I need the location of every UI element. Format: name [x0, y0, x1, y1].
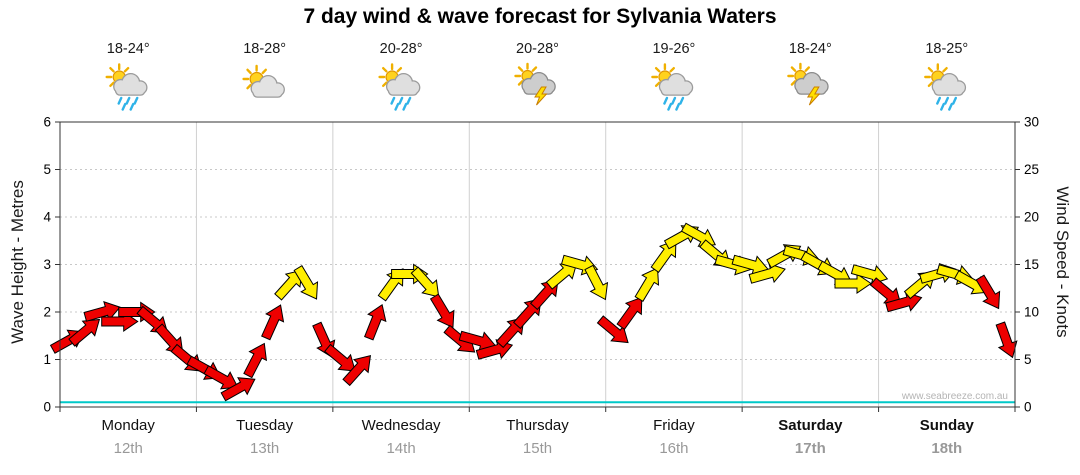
- day-date: 17th: [795, 440, 826, 457]
- wind-arrow: [342, 354, 372, 387]
- wind-arrow: [545, 261, 578, 290]
- right-tick-label: 20: [1024, 210, 1039, 225]
- wind-arrow: [261, 304, 285, 341]
- left-tick-label: 5: [43, 162, 51, 177]
- wind-arrow: [68, 318, 101, 347]
- wind-arrow: [429, 293, 455, 329]
- left-tick-label: 3: [43, 257, 51, 272]
- wind-arrow: [975, 274, 1001, 310]
- chart-title: 7 day wind & wave forecast for Sylvania …: [303, 5, 777, 28]
- left-tick-label: 0: [43, 400, 51, 415]
- wind-arrow: [634, 267, 660, 302]
- rain-icon: [390, 96, 412, 111]
- right-tick-label: 10: [1024, 305, 1039, 320]
- cloud-icon: [658, 73, 694, 96]
- weather-icon-partly-cloudy: [242, 64, 285, 98]
- right-tick-label: 15: [1024, 257, 1039, 272]
- right-tick-label: 5: [1024, 352, 1032, 367]
- day-date: 15th: [523, 440, 552, 457]
- day-date: 13th: [250, 440, 279, 457]
- wind-arrow: [616, 296, 643, 330]
- temp-range: 18-24°: [107, 41, 150, 57]
- temp-range: 18-25°: [925, 41, 968, 57]
- cloud-icon: [250, 75, 285, 98]
- weather-icon-showers: [651, 63, 694, 111]
- right-tick-label: 0: [1024, 400, 1032, 415]
- day-date: 16th: [659, 440, 688, 457]
- wind-arrow: [243, 342, 267, 379]
- day-name: Tuesday: [236, 417, 293, 434]
- weather-icon-showers: [924, 63, 967, 111]
- cloud-icon: [931, 73, 967, 96]
- temp-range: 20-28°: [516, 41, 559, 57]
- day-date: 14th: [386, 440, 415, 457]
- day-name: Wednesday: [362, 417, 441, 434]
- right-tick-label: 25: [1024, 162, 1039, 177]
- wind-arrow: [596, 315, 629, 344]
- wind-arrows: [49, 222, 1018, 402]
- left-tick-label: 2: [43, 305, 51, 320]
- cloud-icon: [113, 73, 148, 96]
- day-name: Saturday: [778, 417, 843, 434]
- day-name: Monday: [102, 417, 156, 434]
- temp-range: 18-28°: [243, 41, 286, 57]
- left-tick-label: 1: [43, 352, 51, 367]
- wind-arrow: [584, 264, 609, 301]
- right-tick-label: 30: [1024, 115, 1039, 130]
- rain-icon: [117, 96, 139, 111]
- day-date: 12th: [114, 440, 143, 457]
- weather-icon-showers: [105, 63, 148, 111]
- wind-arrow: [293, 265, 319, 300]
- temp-range: 20-28°: [380, 41, 423, 57]
- wind-arrow: [748, 262, 786, 284]
- weather-icon-showers: [378, 63, 421, 111]
- day-date: 18th: [931, 440, 962, 457]
- rain-icon: [936, 96, 957, 111]
- cloud-icon: [385, 73, 421, 96]
- wind-arrow: [220, 377, 256, 402]
- weather-icon-storm: [787, 62, 829, 106]
- wind-arrow: [410, 266, 440, 298]
- wind-arrow: [324, 343, 356, 372]
- left-tick-label: 6: [43, 115, 51, 130]
- rain-icon: [663, 96, 685, 111]
- day-name: Sunday: [920, 417, 975, 434]
- weather-icon-storm: [514, 62, 556, 106]
- watermark: www.seabreeze.com.au: [901, 391, 1008, 402]
- lightning-icon: [806, 86, 821, 106]
- wind-arrow: [364, 303, 387, 341]
- left-tick-label: 4: [43, 210, 51, 225]
- temp-range: 19-26°: [652, 41, 695, 57]
- wind-arrow: [834, 273, 872, 294]
- wind-arrow: [995, 321, 1018, 359]
- day-name: Friday: [653, 417, 695, 434]
- lightning-icon: [534, 86, 548, 106]
- cloud-icon: [521, 72, 556, 95]
- day-name: Thursday: [506, 417, 569, 434]
- wind-arrow: [83, 300, 121, 322]
- temp-range: 18-24°: [789, 41, 832, 57]
